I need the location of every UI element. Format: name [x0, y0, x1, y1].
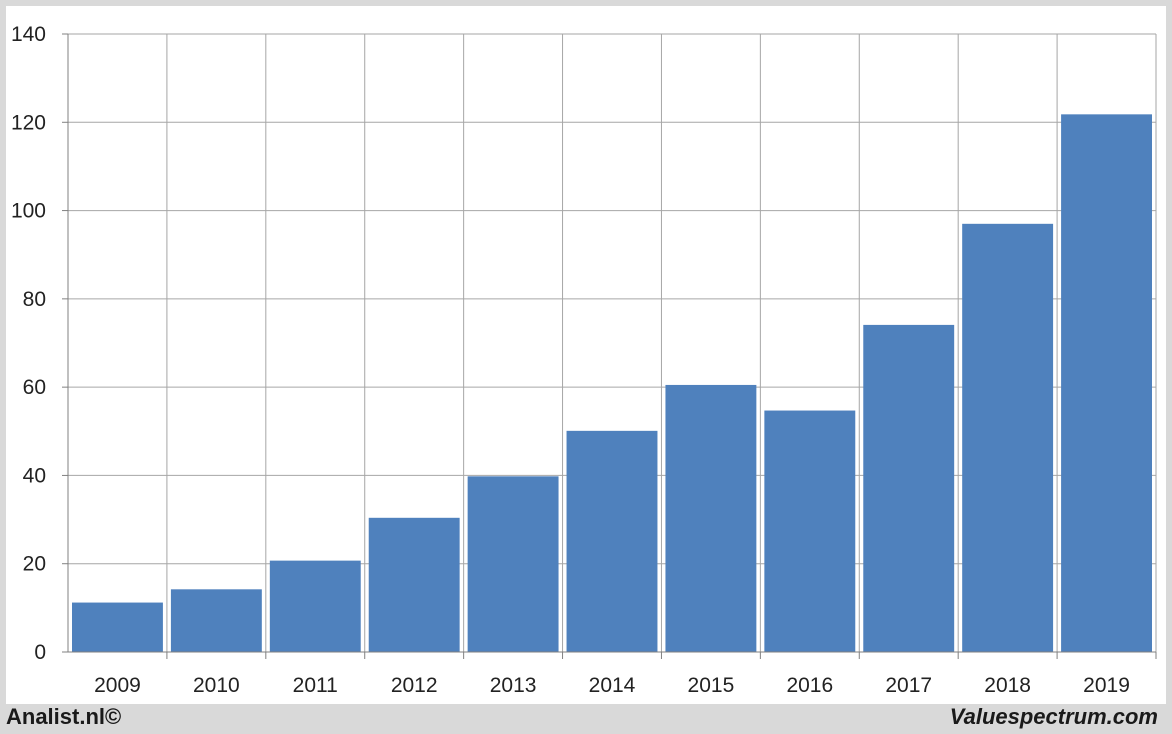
bar-2010 — [170, 589, 262, 652]
bar-2009 — [72, 602, 163, 652]
bar-2018 — [962, 223, 1054, 653]
x-tick-label: 2017 — [885, 674, 932, 697]
footer-right-credit: Valuespectrum.com — [949, 704, 1158, 729]
bar-2019 — [1061, 114, 1152, 653]
x-tick-label: 2010 — [193, 674, 240, 697]
y-tick-label: 100 — [11, 200, 46, 223]
label-layer: 0 20 40 60 80 100 120 140 2009 2010 2011 2012 2013 20… — [11, 23, 1130, 697]
x-tick-label: 2019 — [1083, 674, 1130, 697]
bar-2016 — [764, 410, 856, 652]
bar-2014 — [566, 430, 658, 652]
y-tick-label: 80 — [23, 288, 46, 311]
y-tick-label: 0 — [34, 641, 46, 664]
y-tick-label: 20 — [23, 553, 46, 576]
x-tick-label: 2018 — [984, 674, 1031, 697]
x-tick-label: 2012 — [391, 674, 438, 697]
axis-layer — [62, 33, 1157, 659]
footer-left-credit: Analist.nl© — [6, 704, 122, 729]
bar-2015 — [665, 384, 757, 652]
y-tick-label: 140 — [11, 23, 46, 46]
bar-2017 — [863, 324, 955, 652]
x-tick-label: 2013 — [490, 674, 537, 697]
y-tick-label: 40 — [23, 464, 46, 487]
x-tick-label: 2009 — [94, 674, 141, 697]
bar-layer — [72, 114, 1152, 653]
y-tick-label: 120 — [11, 111, 46, 134]
x-tick-label: 2015 — [688, 674, 735, 697]
y-tick-label: 60 — [23, 376, 46, 399]
x-tick-label: 2011 — [293, 674, 338, 697]
x-tick-label: 2014 — [589, 674, 636, 697]
bar-2011 — [269, 560, 361, 652]
bar-2013 — [467, 476, 559, 652]
bar-2012 — [368, 517, 460, 652]
x-tick-label: 2016 — [786, 674, 833, 697]
